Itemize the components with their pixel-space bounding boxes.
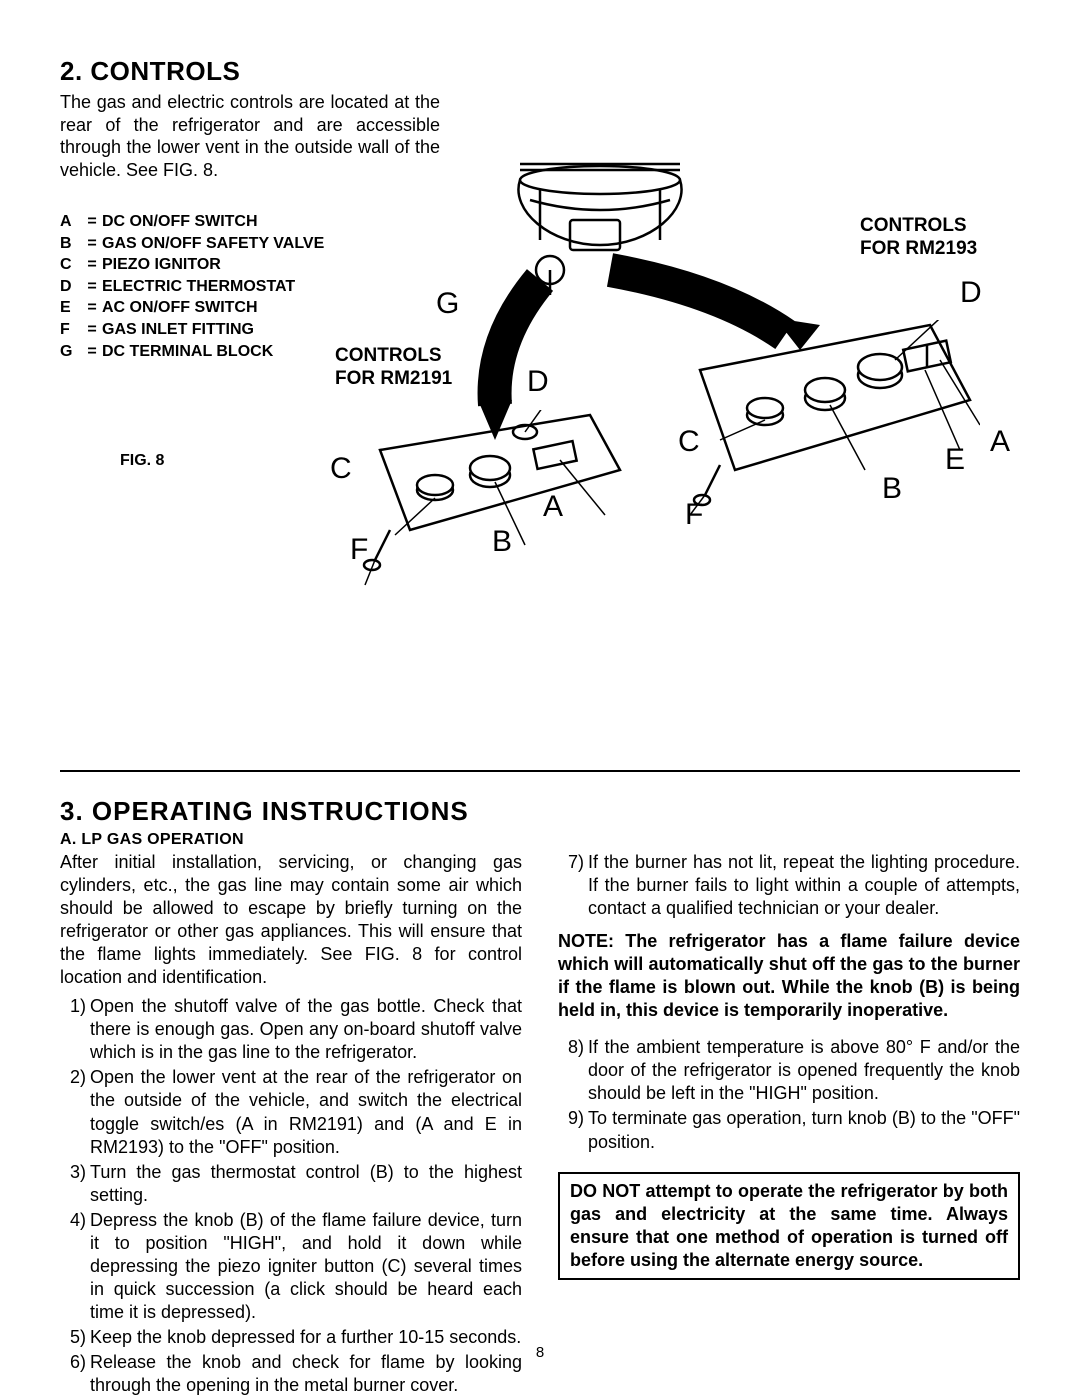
list-item: 9)To terminate gas operation, turn knob …	[558, 1107, 1020, 1153]
diagram-panel-rm2191	[360, 410, 630, 590]
diagram-panel-rm2193	[680, 320, 980, 520]
step-7: 7)If the burner has not lit, repeat the …	[558, 851, 1020, 920]
letter-C-right: C	[678, 425, 700, 459]
letter-D-right: D	[960, 276, 982, 310]
section2-title: 2. CONTROLS	[60, 56, 1020, 87]
letter-A-left: A	[543, 490, 563, 524]
letter-F-left: F	[350, 533, 368, 567]
page-number: 8	[0, 1344, 1080, 1361]
caption-rm2193: CONTROLS FOR RM2193	[860, 215, 977, 261]
letter-C-left: C	[330, 452, 352, 486]
left-column: After initial installation, servicing, o…	[60, 851, 522, 1399]
letter-D-left: D	[527, 365, 549, 399]
letter-A-right: A	[990, 425, 1010, 459]
list-item: 4)Depress the knob (B) of the flame fail…	[60, 1209, 522, 1324]
section3-title: 3. OPERATING INSTRUCTIONS	[60, 796, 1020, 827]
list-item: 1)Open the shutoff valve of the gas bott…	[60, 995, 522, 1064]
section3-subhead: A. LP GAS OPERATION	[60, 831, 1020, 849]
two-column-body: After initial installation, servicing, o…	[60, 851, 1020, 1399]
list-item: 8)If the ambient temperature is above 80…	[558, 1036, 1020, 1105]
list-item: 3)Turn the gas thermostat control (B) to…	[60, 1161, 522, 1207]
right-column: 7)If the burner has not lit, repeat the …	[558, 851, 1020, 1399]
letter-B-right: B	[882, 472, 902, 506]
letter-B-left: B	[492, 525, 512, 559]
steps-1-6: 1)Open the shutoff valve of the gas bott…	[60, 995, 522, 1397]
letter-G: G	[436, 287, 459, 321]
section-divider	[60, 770, 1020, 772]
section3-intro: After initial installation, servicing, o…	[60, 851, 522, 989]
list-item: 2)Open the lower vent at the rear of the…	[60, 1066, 522, 1158]
letter-E: E	[945, 443, 965, 477]
caption-rm2191: CONTROLS FOR RM2191	[335, 345, 452, 391]
warning-box: DO NOT attempt to operate the refrigerat…	[558, 1172, 1020, 1280]
flame-failure-note: NOTE: The refrigerator has a flame failu…	[558, 930, 1020, 1022]
controls-diagram: CONTROLS FOR RM2191 CONTROLS FOR RM2193 …	[330, 150, 1010, 570]
letter-F-right: F	[685, 498, 703, 532]
page: 2. CONTROLS The gas and electric control…	[0, 0, 1080, 1397]
steps-8-9: 8)If the ambient temperature is above 80…	[558, 1036, 1020, 1153]
